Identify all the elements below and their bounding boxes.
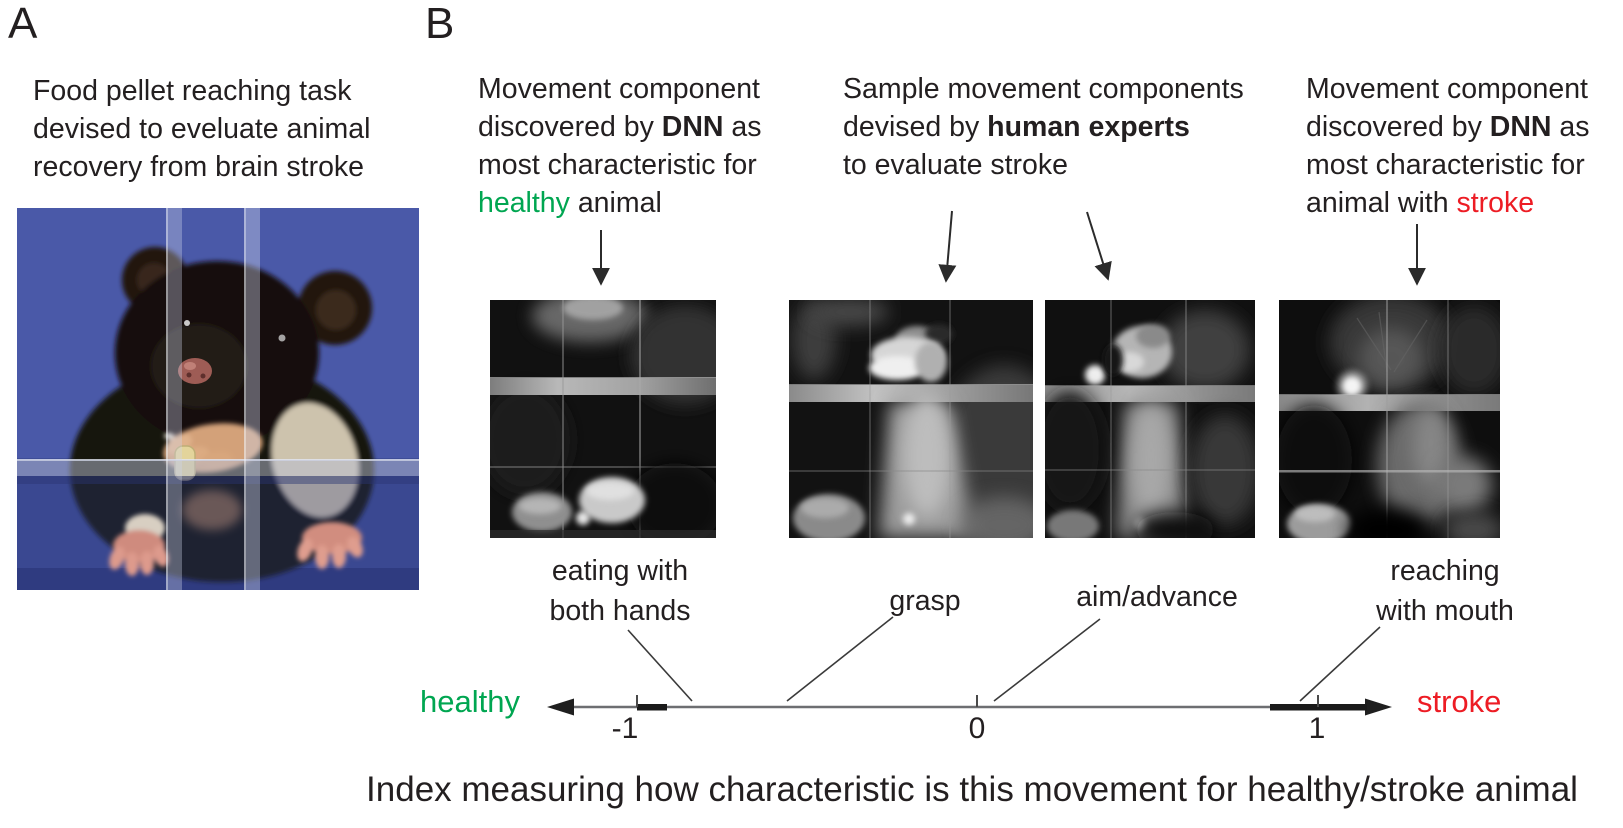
pellet	[1085, 365, 1105, 385]
down-arrow-icon	[938, 210, 957, 283]
aiming-paw	[1103, 324, 1172, 378]
caption-dnn-stroke: Movement component discovered by DNN as …	[1306, 70, 1590, 222]
caption-line: to evaluate stroke	[843, 149, 1068, 181]
human-experts-word: human experts	[987, 111, 1190, 143]
panel-a-caption: Food pellet reaching task devised to eve…	[33, 72, 370, 186]
panel-a-label: A	[8, 0, 38, 48]
panel-b-label: B	[425, 0, 455, 48]
axis-marker-stroke	[1270, 704, 1367, 711]
axis-tick-label: 0	[968, 712, 986, 745]
frame-reaching-with-mouth	[1279, 300, 1500, 538]
caption-line: most characteristic for	[478, 149, 757, 181]
frame-aim-advance	[1045, 300, 1255, 538]
grasping-paw	[869, 324, 953, 382]
shelf-bar	[789, 385, 1033, 402]
shelf-bar	[490, 378, 716, 395]
grid-lines	[789, 300, 1033, 538]
grid-lines	[490, 300, 716, 538]
healthy-axis-label: healthy	[420, 684, 520, 719]
rat-face-reaching	[1329, 300, 1453, 390]
frame-eating-with-both-hands	[490, 300, 716, 538]
axis-arrow-right-icon	[1365, 698, 1392, 716]
pellet	[903, 513, 915, 525]
axis-tick-label: -1	[611, 712, 639, 745]
axis-marker-healthy	[637, 704, 667, 711]
dnn-word: DNN	[1489, 111, 1552, 143]
stroke-word: stroke	[1456, 187, 1535, 219]
dnn-word: DNN	[661, 111, 724, 143]
caption-line: Movement component	[1306, 73, 1588, 105]
caption-line: animal with stroke	[1306, 187, 1535, 219]
caption-line: devised to eveluate animal	[33, 113, 371, 145]
label-eating-with-both-hands: eating with both hands	[549, 555, 691, 627]
rat-feet	[109, 514, 363, 576]
caption-line: Sample movement components	[843, 73, 1244, 105]
connector-line-reaching	[1299, 626, 1381, 702]
caption-line: discovered by DNN as	[1306, 111, 1590, 143]
healthy-word: healthy	[478, 187, 570, 219]
axis-arrow-left-icon	[547, 698, 574, 716]
caption-line: discovered by DNN as	[478, 111, 762, 143]
acrylic-bars	[166, 208, 260, 590]
pellet	[1342, 376, 1362, 396]
shelf-bar	[1279, 395, 1500, 411]
pellet	[576, 511, 590, 525]
axis-caption: Index measuring how characteristic is th…	[366, 770, 1578, 809]
label-reaching-with-mouth: reaching with mouth	[1376, 555, 1514, 627]
caption-line: Movement component	[478, 73, 760, 105]
down-arrow-icon	[1086, 211, 1112, 281]
label-aim-advance: aim/advance	[1076, 581, 1238, 613]
both-paws	[512, 477, 645, 532]
caption-line: recovery from brain stroke	[33, 151, 365, 183]
connector-line-eating	[627, 629, 693, 702]
grid-lines	[1279, 300, 1500, 538]
stroke-axis-label: stroke	[1417, 684, 1502, 719]
connector-line-grasp	[786, 616, 894, 702]
caption-line: healthy animal	[478, 187, 662, 219]
caption-dnn-healthy: Movement component discovered by DNN as …	[478, 70, 762, 222]
frame-grasp	[789, 300, 1033, 538]
connector-line-aim-advance	[993, 618, 1101, 702]
caption-line: most characteristic for	[1306, 149, 1585, 181]
caption-line: Food pellet reaching task	[33, 75, 352, 107]
rat-face	[178, 320, 286, 384]
axis-tick-label: 1	[1308, 712, 1326, 745]
label-grasp: grasp	[889, 585, 961, 617]
shelf-bar	[1045, 386, 1255, 402]
rat-photo	[17, 208, 419, 590]
grid-lines	[1045, 300, 1255, 538]
caption-human-experts: Sample movement components devised by hu…	[843, 70, 1244, 184]
caption-line: devised by human experts	[843, 111, 1190, 143]
